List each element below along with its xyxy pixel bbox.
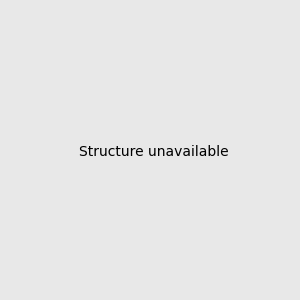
Text: Structure unavailable: Structure unavailable — [79, 145, 229, 158]
